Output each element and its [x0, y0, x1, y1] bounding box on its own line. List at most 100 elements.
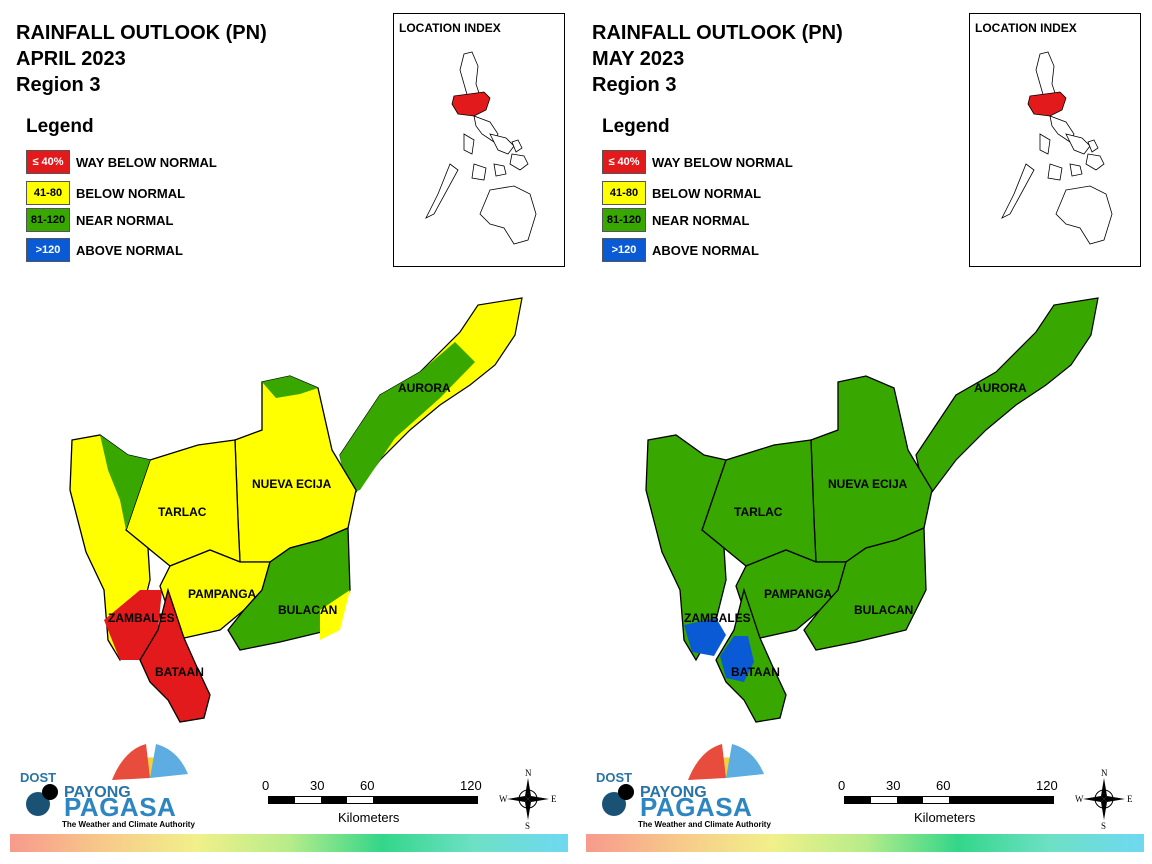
province-label-bataan: BATAAN: [155, 665, 204, 679]
legend-item-above: >120 ABOVE NORMAL: [26, 237, 183, 263]
scale-tick-0: 0: [838, 778, 846, 793]
logo-pagasa-text: PAGASA: [64, 792, 177, 822]
pagasa-umbrella-icon: [26, 744, 188, 816]
legend-swatch: ≤ 40%: [602, 150, 646, 174]
province-label-zambales: ZAMBALES: [108, 611, 175, 625]
scale-tick-60: 60: [936, 778, 951, 793]
scale-bar: 0 30 60 120 Kilometers: [838, 778, 1068, 828]
philippines-index-map: [1001, 51, 1113, 245]
province-label-nueva-ecija: NUEVA ECIJA: [828, 477, 908, 491]
logo-payong-text: PAYONG: [64, 784, 131, 801]
legend-swatch: 81-120: [602, 208, 646, 232]
title-line-2: APRIL 2023: [16, 48, 126, 70]
compass-rose-icon: N S W E: [499, 768, 557, 830]
scale-tick-30: 30: [310, 778, 325, 793]
bataan-zone-blue: [720, 636, 754, 682]
philippines-index-map: [425, 51, 537, 245]
region3-map-april: AURORA NUEVA ECIJA TARLAC PAMPANGA BULAC…: [69, 297, 523, 723]
location-index-title: LOCATION INDEX: [975, 21, 1077, 35]
legend-item-way-below: ≤ 40% WAY BELOW NORMAL: [602, 149, 793, 175]
may-outlook-panel: RAINFALL OUTLOOK (PN) MAY 2023 Region 3 …: [576, 0, 1152, 864]
legend-label: BELOW NORMAL: [652, 185, 762, 201]
legend-label: BELOW NORMAL: [76, 185, 186, 201]
pagasa-logo: DOST PAYONG PAGASA The Weather and Clima…: [592, 740, 772, 832]
province-label-nueva-ecija: NUEVA ECIJA: [252, 477, 332, 491]
zambales-zone-blue: [684, 618, 726, 656]
location-index-box: LOCATION INDEX: [393, 13, 565, 267]
region3-map-may: AURORA NUEVA ECIJA TARLAC PAMPANGA BULAC…: [645, 297, 1099, 723]
logo-payong-text: PAYONG: [640, 784, 707, 801]
scale-bar: 0 30 60 120 Kilometers: [262, 778, 492, 828]
nueva-ecija-zone-green: [262, 376, 318, 398]
title-line-1: RAINFALL OUTLOOK (PN): [16, 22, 267, 44]
province-label-pampanga: PAMPANGA: [764, 587, 833, 601]
province-label-pampanga: PAMPANGA: [188, 587, 257, 601]
bataan-zone-red: [139, 587, 211, 723]
compass-e: E: [551, 794, 557, 804]
scale-unit: Kilometers: [338, 810, 400, 825]
legend-label: NEAR NORMAL: [76, 212, 174, 228]
province-label-aurora: AURORA: [398, 381, 451, 395]
legend-swatch: 81-120: [26, 208, 70, 232]
scale-bar-graphic: [844, 796, 1054, 804]
panel-title: RAINFALL OUTLOOK (PN) APRIL 2023 Region …: [16, 20, 267, 98]
aurora-zone-green: [915, 297, 1099, 502]
pagasa-logo: DOST PAYONG PAGASA The Weather and Clima…: [16, 740, 196, 832]
title-line-2: MAY 2023: [592, 48, 685, 70]
scale-tick-0: 0: [262, 778, 270, 793]
legend-title: Legend: [26, 116, 94, 137]
compass-s: S: [1101, 821, 1106, 830]
compass-n: N: [525, 768, 532, 778]
legend-swatch: >120: [26, 238, 70, 262]
bulacan-zone-yellow: [320, 590, 350, 640]
compass-n: N: [1101, 768, 1108, 778]
compass-rose-icon: N S W E: [1075, 768, 1133, 830]
legend-label: NEAR NORMAL: [652, 212, 750, 228]
legend-label: WAY BELOW NORMAL: [652, 154, 793, 170]
logo-dost-text: DOST: [596, 770, 633, 785]
compass-w: W: [1075, 794, 1084, 804]
legend-item-above: >120 ABOVE NORMAL: [602, 237, 759, 263]
legend-title: Legend: [602, 116, 670, 137]
scale-tick-120: 120: [1036, 778, 1058, 793]
logo-pagasa-text: PAGASA: [640, 792, 753, 822]
legend-item-below: 41-80 BELOW NORMAL: [602, 180, 761, 206]
scale-tick-30: 30: [886, 778, 901, 793]
scale-tick-60: 60: [360, 778, 375, 793]
compass-e: E: [1127, 794, 1133, 804]
legend-item-near: 81-120 NEAR NORMAL: [602, 207, 750, 233]
aurora-zone-green: [340, 342, 475, 495]
legend-label: ABOVE NORMAL: [76, 242, 183, 258]
province-label-aurora: AURORA: [974, 381, 1027, 395]
logo-tagline: The Weather and Climate Authority: [638, 820, 771, 829]
legend-swatch: 41-80: [602, 181, 646, 205]
gradient-footer-bar: [586, 834, 1144, 852]
location-index-title: LOCATION INDEX: [399, 21, 501, 35]
zambales-zone-green: [645, 434, 727, 662]
compass-s: S: [525, 821, 530, 830]
scale-bar-graphic: [268, 796, 478, 804]
scale-tick-120: 120: [460, 778, 482, 793]
province-label-bulacan: BULACAN: [854, 603, 913, 617]
legend-swatch: >120: [602, 238, 646, 262]
logo-tagline: The Weather and Climate Authority: [62, 820, 195, 829]
province-label-tarlac: TARLAC: [734, 505, 783, 519]
legend-swatch: 41-80: [26, 181, 70, 205]
legend-swatch: ≤ 40%: [26, 150, 70, 174]
title-line-1: RAINFALL OUTLOOK (PN): [592, 22, 843, 44]
gradient-footer-bar: [10, 834, 568, 852]
location-index-box: LOCATION INDEX: [969, 13, 1141, 267]
bulacan-zone-green: [803, 527, 927, 651]
scale-unit: Kilometers: [914, 810, 976, 825]
april-outlook-panel: RAINFALL OUTLOOK (PN) APRIL 2023 Region …: [10, 13, 568, 852]
zambales-zone-red: [104, 590, 162, 660]
compass-w: W: [499, 794, 508, 804]
legend-item-near: 81-120 NEAR NORMAL: [26, 207, 174, 233]
legend-label: ABOVE NORMAL: [652, 242, 759, 258]
province-label-bataan: BATAAN: [731, 665, 780, 679]
legend-label: WAY BELOW NORMAL: [76, 154, 217, 170]
title-line-3: Region 3: [16, 74, 101, 96]
logo-dost-text: DOST: [20, 770, 57, 785]
province-label-tarlac: TARLAC: [158, 505, 207, 519]
zambales-zone-green: [100, 435, 150, 530]
